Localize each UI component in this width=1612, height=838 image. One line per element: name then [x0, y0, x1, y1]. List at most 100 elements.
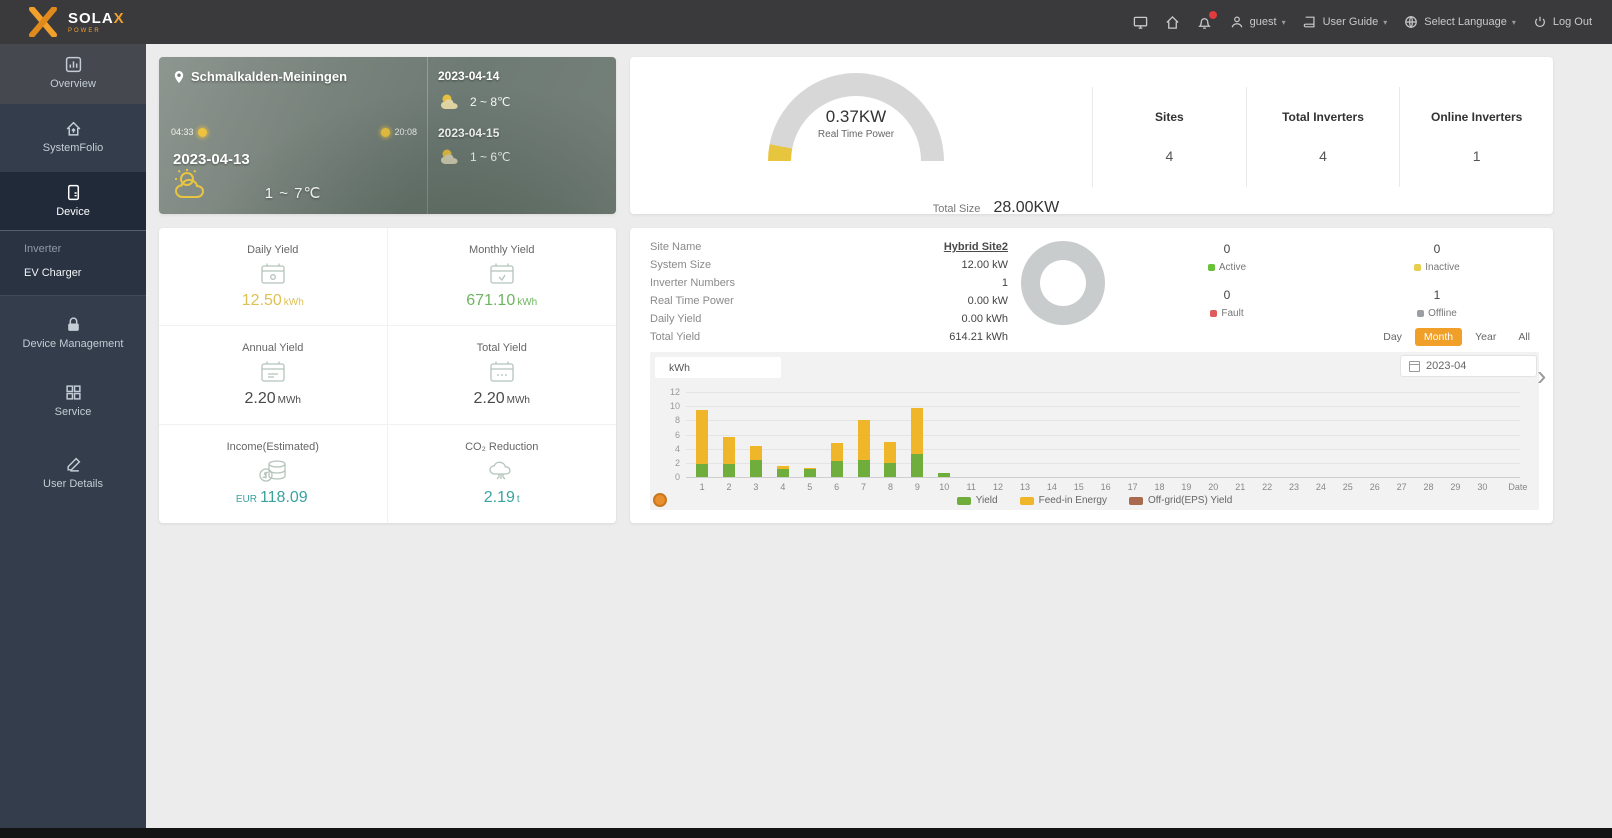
legend-item[interactable]: Off-grid(EPS) Yield [1128, 495, 1232, 506]
site-row: Site Name Hybrid Site2 [650, 238, 1008, 256]
monitor-icon[interactable] [1133, 14, 1149, 30]
sidebar-item-service[interactable]: Service [0, 366, 146, 434]
sun-cloud-small-icon [441, 149, 458, 164]
chart-legend: Yield Feed-in Energy Off-grid(EPS) Yield [650, 495, 1539, 506]
sidebar-item-label: User Details [43, 478, 103, 490]
sidebar-item-user-details[interactable]: User Details [0, 434, 146, 506]
forecast-row: 1 ~ 6℃ [438, 148, 606, 165]
x-axis-tick: 25 [1342, 482, 1353, 492]
home-icon[interactable] [1165, 14, 1181, 30]
bar-segment [830, 443, 843, 462]
legend-item[interactable]: Feed-in Energy [1019, 495, 1107, 506]
device-submenu: Inverter EV Charger [0, 231, 146, 296]
x-axis-tick: 3 [753, 482, 759, 492]
x-axis-tick: 11 [966, 482, 976, 492]
date-picker[interactable]: 2023-04 [1400, 355, 1537, 377]
x-axis-tick: 16 [1100, 482, 1111, 492]
value-unit: t [516, 493, 520, 505]
language-label: Select Language [1424, 16, 1507, 28]
value-number: 2.19 [483, 488, 515, 506]
y-axis-tick: 2 [674, 457, 680, 468]
tab-all[interactable]: All [1518, 331, 1530, 343]
site-row: Inverter Numbers 1 [650, 274, 1008, 292]
status-fault: 0 Fault [1162, 288, 1292, 319]
overview-card: 0.37KW Real Time Power Total Size 28.00K… [630, 57, 1553, 217]
site-info-rows: Site Name Hybrid Site2 System Size 12.00 k… [650, 238, 1008, 346]
helper-orange-icon[interactable] [653, 493, 667, 507]
sidebar-subitem-ev-charger[interactable]: EV Charger [24, 267, 82, 279]
unit-select[interactable]: kWh [655, 357, 781, 378]
sidebar-item-label: Overview [50, 78, 96, 90]
username: guest [1249, 16, 1277, 28]
y-axis-tick: 6 [674, 429, 680, 440]
sunrise-sun-icon [197, 127, 207, 137]
status-offline: 1 Offline [1372, 288, 1502, 319]
x-axis-tick: 13 [1019, 482, 1030, 492]
sidebar-item-systemfolio[interactable]: SystemFolio [0, 104, 146, 172]
tile-label: CO₂ Reduction [465, 440, 539, 453]
gridline [686, 448, 1520, 450]
brand-logo[interactable]: SOLAX POWER [26, 7, 125, 37]
notification-bell-icon[interactable] [1197, 11, 1217, 30]
period-tabs: Day Month Year All [1374, 328, 1539, 346]
total-size-label: Total Size [932, 203, 981, 215]
language-menu[interactable]: Select Language ▾ [1403, 14, 1516, 30]
carousel-next-button[interactable]: › [1537, 360, 1547, 391]
sidebar-item-label: SystemFolio [42, 142, 104, 154]
bar-segment [749, 445, 762, 460]
pencil-icon [66, 457, 80, 472]
x-axis-tick: 21 [1235, 482, 1246, 492]
x-axis-tick: 18 [1154, 482, 1165, 492]
value-unit: kWh [517, 296, 538, 308]
value-number: 12.50 [241, 291, 282, 309]
stat-value: 4 [1319, 148, 1327, 164]
tab-day[interactable]: Day [1383, 331, 1402, 343]
brand-text: SOLAX POWER [68, 11, 125, 34]
stat-sites: Sites 4 [1092, 87, 1246, 187]
legend-item[interactable]: Yield [956, 495, 998, 506]
brand-x-letter: X [113, 9, 125, 27]
bar-segment [911, 407, 924, 455]
row-label: Inverter Numbers [650, 277, 735, 289]
total-size-row: Total Size 28.00KW [826, 199, 1166, 217]
gridline [686, 392, 1520, 393]
logout-label: Log Out [1552, 16, 1592, 28]
tab-month[interactable]: Month [1414, 328, 1463, 346]
value-prefix: EUR [235, 493, 257, 505]
site-name-link[interactable]: Hybrid Site2 [943, 241, 1008, 253]
status-label: Inactive [1425, 262, 1460, 273]
notification-badge [1208, 11, 1217, 19]
stat-total-inverters: Total Inverters 4 [1245, 87, 1400, 187]
tab-year[interactable]: Year [1475, 331, 1497, 343]
overview-chart-icon [65, 56, 81, 73]
sidebar-item-label: Device Management [22, 338, 124, 350]
book-icon [1302, 14, 1318, 30]
x-axis-tick: 22 [1262, 482, 1273, 492]
tile-value: EUR 118.09 [236, 489, 310, 507]
sidebar-item-device-management[interactable]: Device Management [0, 296, 146, 366]
stat-label: Total Inverters [1282, 110, 1364, 124]
sunrise-time: 04:33 [171, 127, 194, 137]
x-axis-tick: 12 [993, 482, 1004, 492]
globe-icon [1403, 14, 1419, 30]
user-guide-menu[interactable]: User Guide ▾ [1302, 14, 1387, 30]
logout-button[interactable]: Log Out [1532, 14, 1592, 30]
bar-segment [723, 437, 736, 464]
x-axis-tick: 4 [780, 482, 786, 492]
value-unit: MWh [506, 394, 530, 406]
x-axis-tick: 9 [914, 482, 920, 492]
status-label: Active [1218, 262, 1247, 273]
power-icon [1532, 14, 1548, 30]
location-pin-icon [174, 70, 184, 83]
site-row: Total Yield 614.21 kWh [650, 328, 1008, 346]
y-axis-tick: 8 [674, 415, 680, 426]
sidebar-item-device[interactable]: Device [0, 172, 146, 231]
row-value: 12.00 kW [961, 259, 1008, 271]
sidebar-subitem-inverter[interactable]: Inverter [24, 243, 62, 255]
row-value: 0.00 kWh [961, 313, 1008, 325]
user-menu[interactable]: guest ▾ [1229, 14, 1286, 30]
sidebar-item-overview[interactable]: Overview [0, 44, 146, 104]
calendar-month-icon [490, 263, 514, 284]
x-axis-tick: 30 [1477, 482, 1488, 492]
status-count: 0 [1433, 242, 1441, 256]
